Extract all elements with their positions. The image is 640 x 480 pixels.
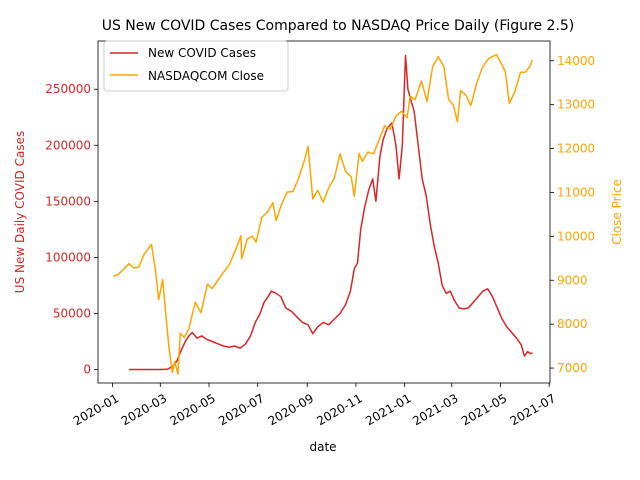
left-y-tick-label: 50000 (53, 306, 91, 320)
right-y-tick-label: 11000 (557, 185, 595, 199)
x-tick-label: 2021-01 (363, 391, 413, 428)
x-tick-label: 2020-09 (266, 391, 316, 428)
legend: New COVID Cases NASDAQCOM Close (103, 40, 289, 92)
left-y-axis-label: US New Daily COVID Cases (13, 131, 27, 293)
x-tick-label: 2021-07 (508, 391, 558, 428)
plot-border (97, 40, 551, 384)
x-tick-label: 2021-03 (410, 391, 460, 428)
right-y-tick-label: 13000 (557, 98, 595, 112)
series-line-covid (129, 54, 533, 371)
left-y-tick-label: 150000 (45, 194, 91, 208)
x-axis-label: date (309, 440, 336, 454)
left-y-axis-ticks: 0 50000 100000 150000 200000 250000 (45, 82, 98, 377)
left-y-tick-label: 200000 (45, 138, 91, 152)
x-tick-label: 2020-07 (216, 391, 266, 428)
chart-title: US New COVID Cases Compared to NASDAQ Pr… (102, 18, 575, 34)
series-line-nasdaq (112, 53, 534, 375)
x-tick-label: 2020-11 (314, 391, 364, 428)
x-tick-label: 2021-05 (459, 391, 509, 428)
right-y-tick-label: 9000 (557, 273, 588, 287)
x-tick-label: 2020-05 (167, 391, 217, 428)
right-y-tick-label: 12000 (557, 142, 595, 156)
right-y-axis-ticks: 7000 8000 9000 10000 11000 12000 13000 14000 (550, 54, 595, 375)
plot-area (112, 53, 534, 375)
x-tick-label: 2020-01 (71, 391, 121, 428)
x-tick-label: 2020-03 (119, 391, 169, 428)
right-y-tick-label: 8000 (557, 317, 588, 331)
legend-box (103, 40, 289, 92)
right-y-tick-label: 10000 (557, 229, 595, 243)
left-y-tick-label: 0 (83, 363, 91, 377)
legend-label-nasdaq: NASDAQCOM Close (148, 69, 264, 83)
right-y-axis-label: Close Price (610, 179, 624, 245)
legend-label-covid: New COVID Cases (148, 46, 256, 60)
left-y-tick-label: 250000 (45, 82, 91, 96)
left-y-tick-label: 100000 (45, 250, 91, 264)
right-y-tick-label: 14000 (557, 54, 595, 68)
right-y-tick-label: 7000 (557, 361, 588, 375)
axes-frame (97, 40, 551, 384)
